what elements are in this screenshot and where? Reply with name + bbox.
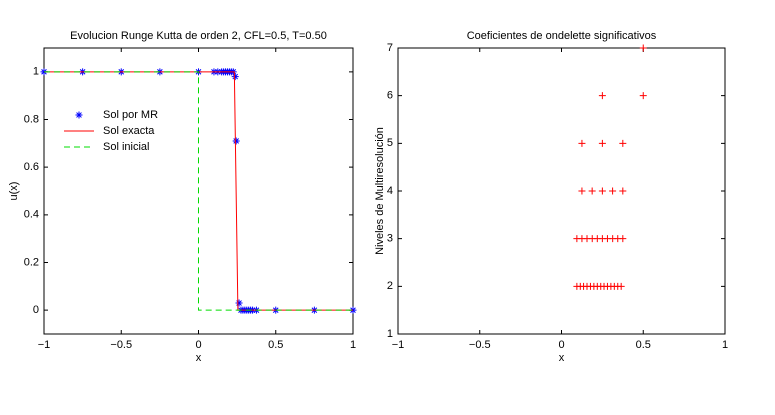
data-point (235, 299, 243, 307)
legend-label: Sol por MR (103, 109, 158, 121)
x-tick-label: 0.5 (268, 339, 283, 351)
data-point (598, 187, 606, 195)
y-tick-label: 0.2 (24, 256, 39, 268)
chart-title: Evolucion Runge Kutta de orden 2, CFL=0.… (70, 30, 327, 42)
x-tick-label: 0.5 (636, 339, 651, 351)
x-tick-label: 1 (350, 339, 356, 351)
y-tick-label: 0.4 (24, 209, 39, 221)
data-point (232, 137, 240, 145)
data-point (231, 73, 239, 81)
data-point (619, 187, 627, 195)
data-line (44, 71, 353, 311)
x-tick-label: 0 (195, 339, 201, 351)
y-tick-label: 2 (387, 280, 393, 292)
data-point (609, 187, 617, 195)
x-axis-label: x (559, 352, 565, 364)
y-tick-label: 3 (387, 233, 393, 245)
y-tick-label: 1 (387, 328, 393, 340)
x-tick-label: −0.5 (110, 339, 132, 351)
chart-title: Coeficientes de ondelette significativos (467, 30, 657, 42)
y-tick-label: 0 (33, 304, 39, 316)
x-tick-label: 0 (558, 339, 564, 351)
data-point (639, 44, 647, 52)
axes: Coeficientes de ondelette significativos… (374, 30, 728, 364)
y-axis-label: Niveles de Multiresolución (374, 127, 386, 255)
x-axis-label: x (196, 352, 202, 364)
legend-label: Sol exacta (103, 125, 155, 137)
legend-marker (75, 111, 83, 119)
x-tick-label: −1 (38, 339, 51, 351)
y-tick-label: 0.8 (24, 113, 39, 125)
legend-label: Sol inicial (103, 141, 149, 153)
data-point (639, 92, 647, 100)
y-axis-label: u(x) (8, 182, 20, 201)
y-tick-label: 4 (387, 185, 393, 197)
data-point (598, 92, 606, 100)
y-tick-label: 5 (387, 137, 393, 149)
y-tick-label: 0.6 (24, 161, 39, 173)
legend: Sol por MR Sol exacta Sol inicial (57, 104, 191, 159)
y-tick-label: 6 (387, 90, 393, 102)
x-tick-label: −0.5 (469, 339, 491, 351)
plot-area (397, 47, 726, 335)
data-point (588, 187, 596, 195)
x-tick-label: 1 (722, 339, 728, 351)
data-point (578, 187, 586, 195)
data-point (617, 282, 625, 290)
axes: Evolucion Runge Kutta de orden 2, CFL=0.… (8, 30, 357, 364)
y-tick-label: 1 (33, 66, 39, 78)
y-tick-label: 7 (387, 42, 393, 54)
data-point (619, 139, 627, 147)
data-point (619, 235, 627, 243)
x-tick-label: −1 (392, 339, 405, 351)
data-point (578, 139, 586, 147)
data-point (598, 139, 606, 147)
